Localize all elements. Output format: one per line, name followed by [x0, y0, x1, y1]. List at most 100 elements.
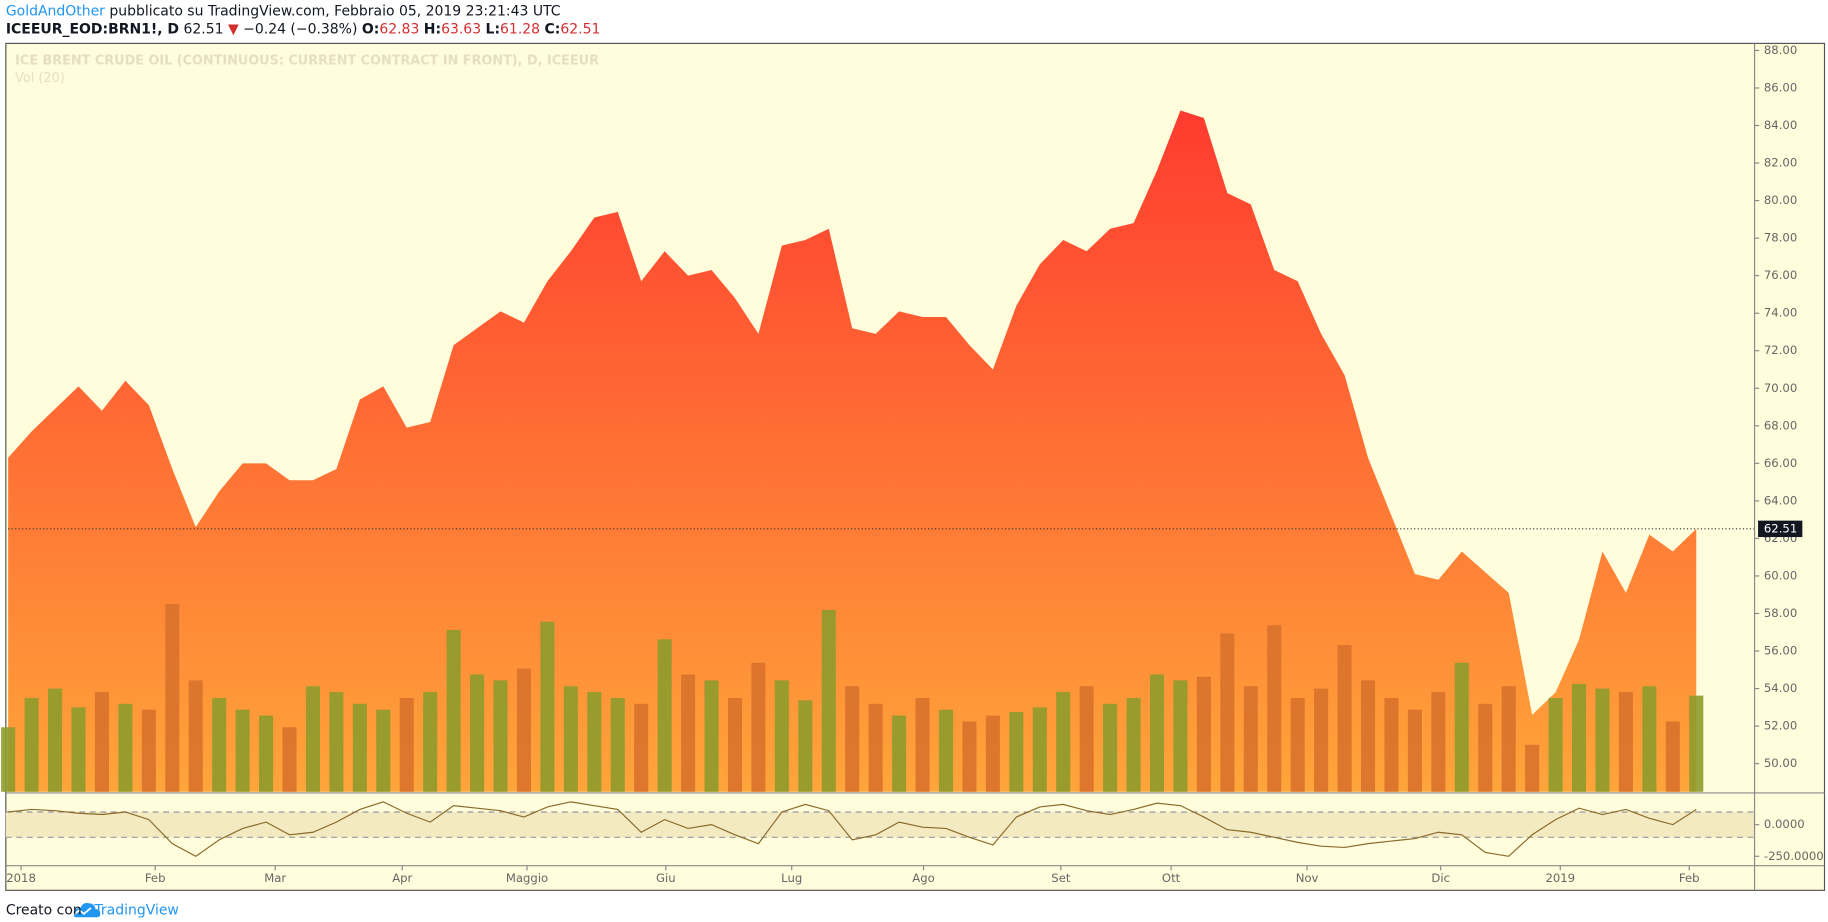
volume-bar [24, 697, 39, 792]
y-tick-label: 78.00 [1764, 231, 1797, 245]
volume-bar [1103, 703, 1118, 792]
y-tick-label: 56.00 [1764, 644, 1797, 658]
volume-bar [751, 662, 766, 792]
volume-bar [1665, 721, 1680, 792]
volume-bar [1360, 680, 1376, 792]
volume-bar [774, 680, 789, 792]
y-tick-label: 68.00 [1764, 418, 1797, 432]
y-tick-label: 52.00 [1764, 719, 1797, 733]
high: 63.63 [441, 21, 481, 37]
y-tick-label: 64.00 [1764, 493, 1797, 507]
direction: ▼ [228, 21, 239, 37]
price-area [8, 110, 1697, 792]
y-tick-label: 70.00 [1764, 381, 1797, 395]
x-tick-label: Feb [145, 871, 166, 885]
high-label: H: [424, 21, 441, 37]
volume-bar [1407, 709, 1422, 792]
volume-bar [1431, 692, 1446, 792]
y-tick-label: -250.0000 [1764, 849, 1824, 863]
volume-bar [657, 639, 672, 792]
volume-bar [399, 697, 414, 792]
volume-bar [352, 703, 367, 792]
volume-bar [938, 709, 954, 792]
symbol: ICEEUR_EOD:BRN1!, D [6, 21, 179, 37]
x-tick-label: Lug [781, 871, 802, 885]
volume-bar [1056, 692, 1071, 792]
volume-bar [1454, 662, 1469, 792]
volume-bar [1126, 697, 1141, 792]
volume-bar [282, 727, 297, 792]
open-label: O: [362, 21, 379, 37]
volume-bar [71, 707, 86, 792]
plot-area: 50.0052.0054.0056.0058.0060.0062.0064.00… [1, 43, 1824, 885]
volume-bar [634, 703, 649, 792]
last-price-label: 62.51 [1764, 521, 1797, 535]
volume-bar [1571, 683, 1587, 792]
volume-bar [1501, 686, 1516, 792]
x-tick-label: Giu [656, 871, 676, 885]
volume-bar [563, 686, 578, 792]
volume-bar [516, 668, 532, 792]
y-tick-label: 84.00 [1764, 118, 1797, 132]
x-tick-label: Dic [1431, 871, 1450, 885]
y-tick-label: 72.00 [1764, 343, 1797, 357]
y-tick-label: 66.00 [1764, 456, 1797, 470]
footer-text: Creato con [6, 902, 82, 918]
volume-bar [94, 692, 109, 792]
volume-bar [798, 700, 813, 792]
x-tick-label: Maggio [506, 871, 548, 885]
volume-bar [704, 680, 719, 792]
volume-bar [1618, 692, 1633, 792]
y-tick-label: 0.0000 [1764, 817, 1805, 831]
volume-bar [48, 688, 63, 792]
volume-bar [376, 709, 391, 792]
volume-bar [1337, 645, 1352, 792]
x-tick-label: Mar [264, 871, 286, 885]
volume-bar [1009, 712, 1024, 792]
volume-bar [493, 680, 508, 792]
volume-bar [1384, 697, 1399, 792]
volume-bar [868, 703, 883, 792]
y-tick-label: 88.00 [1764, 43, 1797, 57]
volume-bar [821, 609, 836, 792]
watermark-title: ICE BRENT CRUDE OIL (CONTINUOUS: CURRENT… [15, 53, 599, 68]
y-tick-label: 80.00 [1764, 193, 1797, 207]
y-tick-label: 50.00 [1764, 756, 1797, 770]
volume-bar [188, 680, 203, 792]
close-label: C: [545, 21, 561, 37]
y-tick-label: 58.00 [1764, 606, 1797, 620]
close: 62.51 [560, 21, 600, 37]
volume-bar [305, 686, 320, 792]
volume-bar [141, 709, 156, 792]
volume-bar [235, 709, 250, 792]
volume-bar [1478, 703, 1493, 792]
y-tick-label: 74.00 [1764, 306, 1797, 320]
volume-bar [915, 697, 930, 792]
x-tick-label: Set [1051, 871, 1071, 885]
volume-bar [985, 715, 1000, 792]
author[interactable]: GoldAndOther [6, 4, 105, 20]
header-line-2: ICEEUR_EOD:BRN1!, D 62.51 ▼ −0.24 (−0.38… [6, 21, 601, 37]
volume-bar [212, 697, 227, 792]
volume-bar [1079, 686, 1094, 792]
volume-bar [1243, 686, 1258, 792]
last-price: 62.51 [183, 21, 223, 37]
volume-bar [1, 727, 16, 792]
volume-bar [165, 604, 180, 792]
volume-bar [470, 674, 485, 792]
tradingview-logo[interactable] [72, 903, 101, 918]
change: −0.24 (−0.38%) [243, 21, 357, 37]
volume-bar [1525, 744, 1540, 792]
low: 61.28 [500, 21, 540, 37]
y-tick-label: 54.00 [1764, 681, 1797, 695]
last-price-tag [1758, 520, 1803, 538]
footer-brand[interactable]: TradingView [93, 902, 178, 918]
x-tick-label: Ott [1162, 871, 1181, 885]
volume-bar [1689, 695, 1704, 792]
header-line-1: GoldAndOther pubblicato su TradingView.c… [6, 4, 561, 20]
volume-bar [423, 692, 438, 792]
x-tick-label: Ago [912, 871, 935, 885]
volume-bar [1548, 697, 1563, 792]
